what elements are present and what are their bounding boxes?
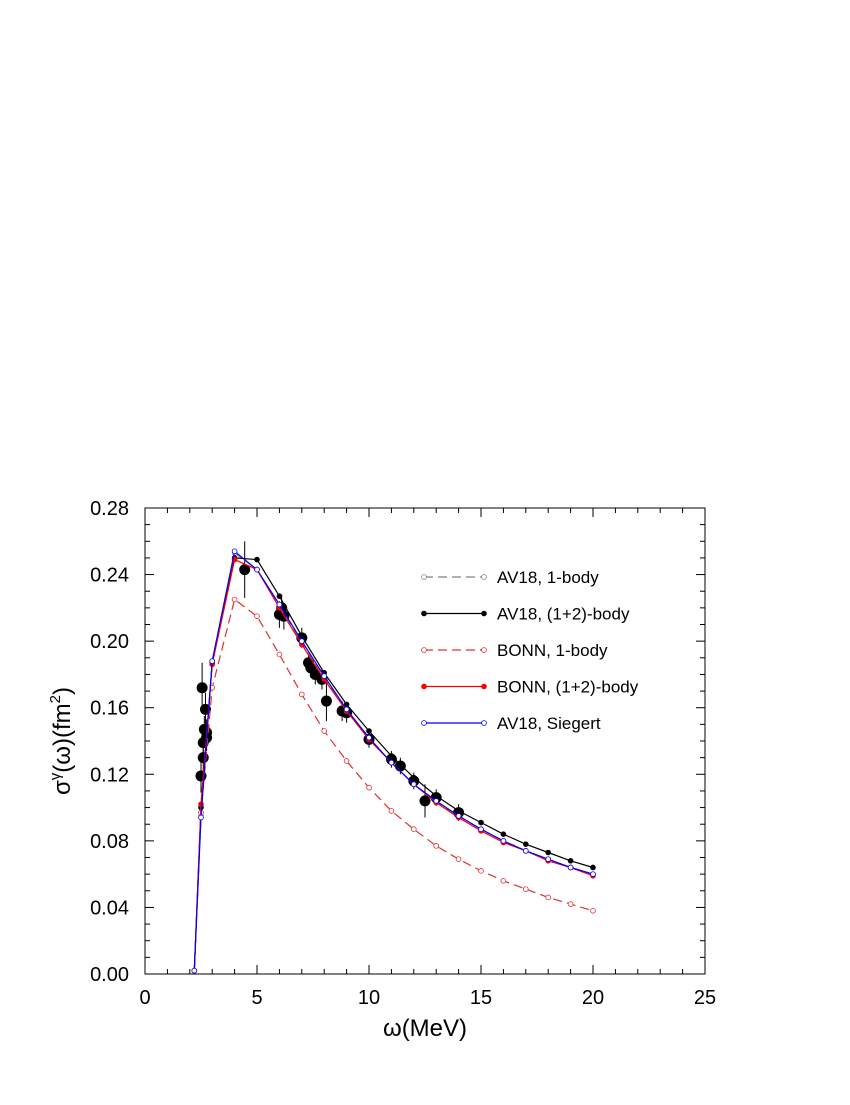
series-marker [343,706,350,713]
series-marker [522,841,529,847]
y-tick-label: 0.00 [90,964,129,986]
series-line [193,557,594,971]
series-marker [433,843,440,849]
series-marker [388,759,395,766]
series-marker [198,814,204,821]
series-marker [500,877,507,884]
series-marker [567,858,574,864]
legend-label: AV18, Siegert [497,714,601,733]
data-point [419,795,431,807]
series-marker [500,831,507,837]
series-marker [567,901,574,907]
series-marker [276,593,283,600]
series-marker [410,781,417,788]
y-title-part: 2 [47,695,64,703]
series-line [193,550,594,971]
series-marker [590,864,596,871]
series-marker [455,813,462,819]
legend-marker [481,647,487,653]
series-marker [478,826,484,833]
legend-marker [481,683,487,690]
data-point [385,753,397,765]
series-marker [455,808,462,814]
series-marker [366,728,372,734]
data-point [196,682,208,694]
y-tick-label: 0.28 [90,498,129,520]
series-marker [545,894,551,901]
series-marker [231,548,238,555]
x-axis-title: ω(MeV) [383,1015,467,1042]
legend-marker [421,683,427,690]
series-marker [522,848,529,854]
series-marker [410,826,417,833]
series-marker [478,819,484,826]
series-marker [254,556,260,563]
series-marker [276,651,283,658]
series-marker [545,849,551,856]
series-marker [231,596,238,603]
series-marker [410,774,417,781]
series-marker [298,691,305,698]
series-marker [433,793,440,799]
series-marker [366,784,372,791]
y-title-part: (ω)(fm [49,703,76,772]
series-marker [545,856,551,862]
x-tick-label: 10 [358,987,380,1009]
data-point [239,564,251,576]
series-marker [321,673,328,679]
y-tick-label: 0.04 [90,897,129,919]
y-title-part: ) [49,687,76,695]
legend-label: AV18, (1+2)-body [497,605,630,624]
legend-marker [481,574,487,580]
x-tick-label: 5 [251,987,262,1009]
series-marker [433,798,440,804]
series-marker [500,838,507,844]
x-tick-label: 0 [139,987,150,1009]
data-point [394,760,406,772]
y-title-part: σ [49,780,76,795]
series-marker [343,758,350,764]
y-tick-label: 0.12 [90,764,129,786]
series-marker [455,856,462,862]
y-title-part: γ [47,772,64,780]
series-line [193,598,594,971]
series-marker [298,638,305,644]
series-marker [388,753,395,759]
series-marker [209,658,216,664]
y-tick-label: 0.20 [90,631,129,653]
x-tick-label: 20 [582,987,604,1009]
legend-marker [421,647,427,653]
series-marker [590,871,596,877]
data-point [197,752,209,764]
legend-marker [421,720,427,726]
legend-label: AV18, 1-body [497,568,599,587]
series-marker [321,728,328,734]
y-tick-label: 0.08 [90,831,129,853]
legend-label: BONN, (1+2)-body [497,678,639,697]
series-marker [254,613,260,619]
series-marker [567,864,574,871]
x-tick-label: 15 [470,987,492,1009]
y-tick-label: 0.24 [90,565,129,587]
legend-marker [421,610,427,617]
series-marker [366,734,372,741]
legend-marker [481,610,487,617]
series-marker [198,801,204,808]
series-marker [276,601,283,608]
series-marker [254,566,260,573]
series-marker [478,868,484,874]
legend-marker [421,574,427,580]
series-marker [590,907,596,914]
series-marker [191,967,198,974]
data-point [320,695,332,707]
y-tick-label: 0.16 [90,698,129,720]
data-point [408,775,420,787]
x-tick-label: 25 [694,987,716,1009]
series-marker [388,808,395,814]
series-marker [522,886,529,892]
legend-label: BONN, 1-body [497,641,608,660]
legend-marker [481,720,487,726]
y-axis-title: σγ(ω)(fm2) [47,687,76,795]
